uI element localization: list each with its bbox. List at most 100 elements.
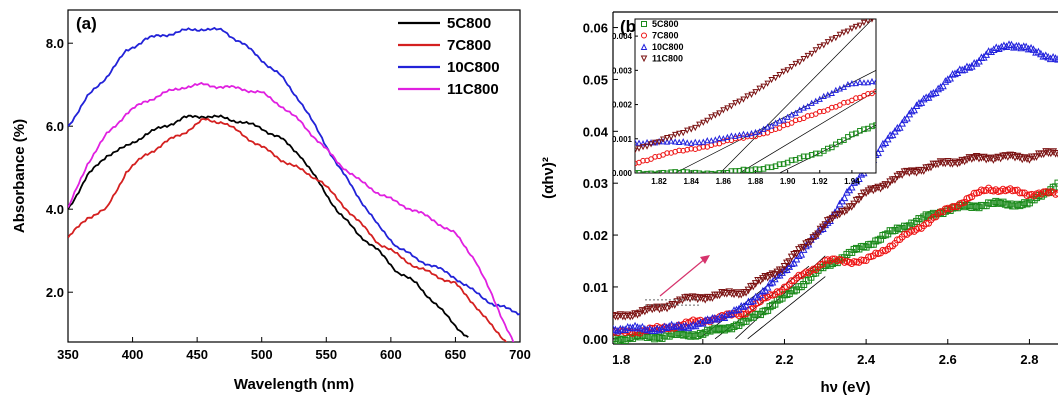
x-tick-label-b: 2.2: [775, 352, 793, 367]
inset-point-11C800: [852, 23, 860, 31]
inset-point-5C800: [720, 170, 727, 173]
data-point-11C800: [751, 280, 760, 288]
data-point-5C800: [1023, 200, 1031, 208]
data-point-11C800: [1023, 155, 1031, 163]
data-point-5C800: [797, 283, 805, 291]
inset-point-11C800: [639, 144, 647, 151]
x-tick-label-b: 2.4: [857, 352, 876, 367]
data-point-11C800: [847, 203, 856, 211]
inset-point-10C800: [788, 111, 795, 118]
inset-point-11C800: [816, 43, 823, 51]
data-point-11C800: [631, 310, 639, 318]
inset-point-10C800: [848, 79, 856, 87]
data-point-5C800: [903, 223, 911, 231]
data-point-7C800: [901, 230, 909, 238]
data-point-11C800: [799, 243, 808, 252]
data-point-10C800: [847, 182, 856, 191]
inset-point-5C800: [724, 169, 731, 173]
data-point-5C800: [965, 202, 973, 210]
data-point-11C800: [850, 200, 858, 209]
data-point-7C800: [819, 260, 827, 268]
inset-point-5C800: [684, 169, 691, 173]
inset-point-11C800: [660, 136, 667, 143]
data-point-5C800: [1021, 199, 1029, 207]
data-point-10C800: [1054, 54, 1058, 63]
inset-point-11C800: [748, 91, 755, 98]
data-point-10C800: [650, 326, 659, 334]
data-point-5C800: [1001, 200, 1009, 208]
data-point-11C800: [943, 158, 952, 166]
data-point-5C800: [850, 245, 858, 253]
inset-point-11C800: [712, 112, 719, 119]
x-tick-label-a: 400: [122, 347, 144, 362]
inset-point-5C800: [700, 171, 707, 173]
inset-point-5C800: [857, 128, 863, 134]
data-point-10C800: [1017, 43, 1026, 52]
data-point-10C800: [951, 69, 959, 78]
inset-point-5C800: [644, 170, 650, 173]
data-point-11C800: [919, 167, 928, 175]
inset-point-5C800: [680, 169, 687, 173]
data-point-7C800: [1016, 189, 1024, 197]
data-point-5C800: [800, 281, 808, 289]
panel-b: 1.8 2.0 2.2 2.4 2.6 2.80.000.010.020.030.040.…: [540, 11, 1058, 396]
inset-point-5C800: [716, 170, 723, 173]
inset-point-5C800: [825, 145, 831, 152]
data-point-5C800: [718, 324, 726, 332]
inset-point-7C800: [812, 111, 819, 117]
x-axis-label-b: hν (eV): [820, 379, 870, 396]
inset-point-11C800: [784, 67, 791, 74]
data-point-10C800: [886, 131, 894, 139]
data-point-5C800: [613, 335, 617, 343]
data-point-7C800: [862, 257, 870, 265]
data-point-11C800: [688, 293, 697, 301]
inset-point-5C800: [648, 170, 654, 173]
inset-point-11C800: [792, 60, 799, 68]
inset-point-11C800: [875, 19, 876, 20]
data-point-7C800: [879, 246, 887, 254]
data-point-11C800: [965, 154, 974, 162]
inset-point-10C800: [728, 132, 735, 139]
inset-point-5C800: [732, 168, 739, 173]
data-point-10C800: [797, 249, 806, 258]
data-point-10C800: [903, 113, 911, 122]
data-point-11C800: [780, 262, 789, 271]
data-point-10C800: [907, 106, 916, 115]
data-point-11C800: [660, 303, 669, 312]
data-point-7C800: [828, 255, 836, 263]
data-point-5C800: [910, 219, 918, 227]
y-tick-label-a: 2.0: [46, 285, 64, 300]
y-tick-label-b: 0.05: [583, 72, 608, 87]
inset-series-10C800: [635, 77, 876, 147]
inset-point-11C800: [724, 105, 731, 112]
data-point-11C800: [678, 296, 687, 305]
data-point-10C800: [665, 322, 674, 330]
inset-point-11C800: [704, 117, 711, 124]
data-point-10C800: [763, 282, 772, 291]
inset-point-10C800: [684, 139, 691, 146]
series-10C800: [613, 40, 1058, 335]
x-tick-label-a: 500: [251, 347, 273, 362]
inset-point-11C800: [647, 141, 655, 148]
inset-point-5C800: [841, 137, 847, 143]
inset-point-10C800: [812, 97, 819, 104]
inset-plot: 1.82 1.84 1.86 1.88 1.90 1.92 1.94 0.000 0.001 0.…: [612, 18, 877, 186]
data-point-5C800: [768, 301, 776, 309]
data-point-5C800: [696, 329, 704, 337]
inset-point-7C800: [800, 115, 807, 122]
data-point-5C800: [771, 300, 779, 308]
data-point-5C800: [776, 295, 784, 303]
data-point-11C800: [727, 290, 736, 298]
data-point-5C800: [704, 326, 712, 334]
inset-point-11C800: [651, 139, 659, 146]
inset-point-10C800: [860, 79, 868, 86]
inset-x-tick-label: 1.94: [844, 177, 860, 186]
y-tick-label-b: 0.00: [583, 332, 608, 347]
data-point-10C800: [895, 123, 904, 131]
data-point-11C800: [1020, 154, 1029, 162]
data-point-5C800: [728, 325, 736, 333]
data-point-11C800: [1042, 148, 1050, 156]
data-point-5C800: [881, 231, 889, 239]
inset-point-5C800: [808, 152, 815, 158]
panel-label-a: (a): [76, 14, 97, 33]
